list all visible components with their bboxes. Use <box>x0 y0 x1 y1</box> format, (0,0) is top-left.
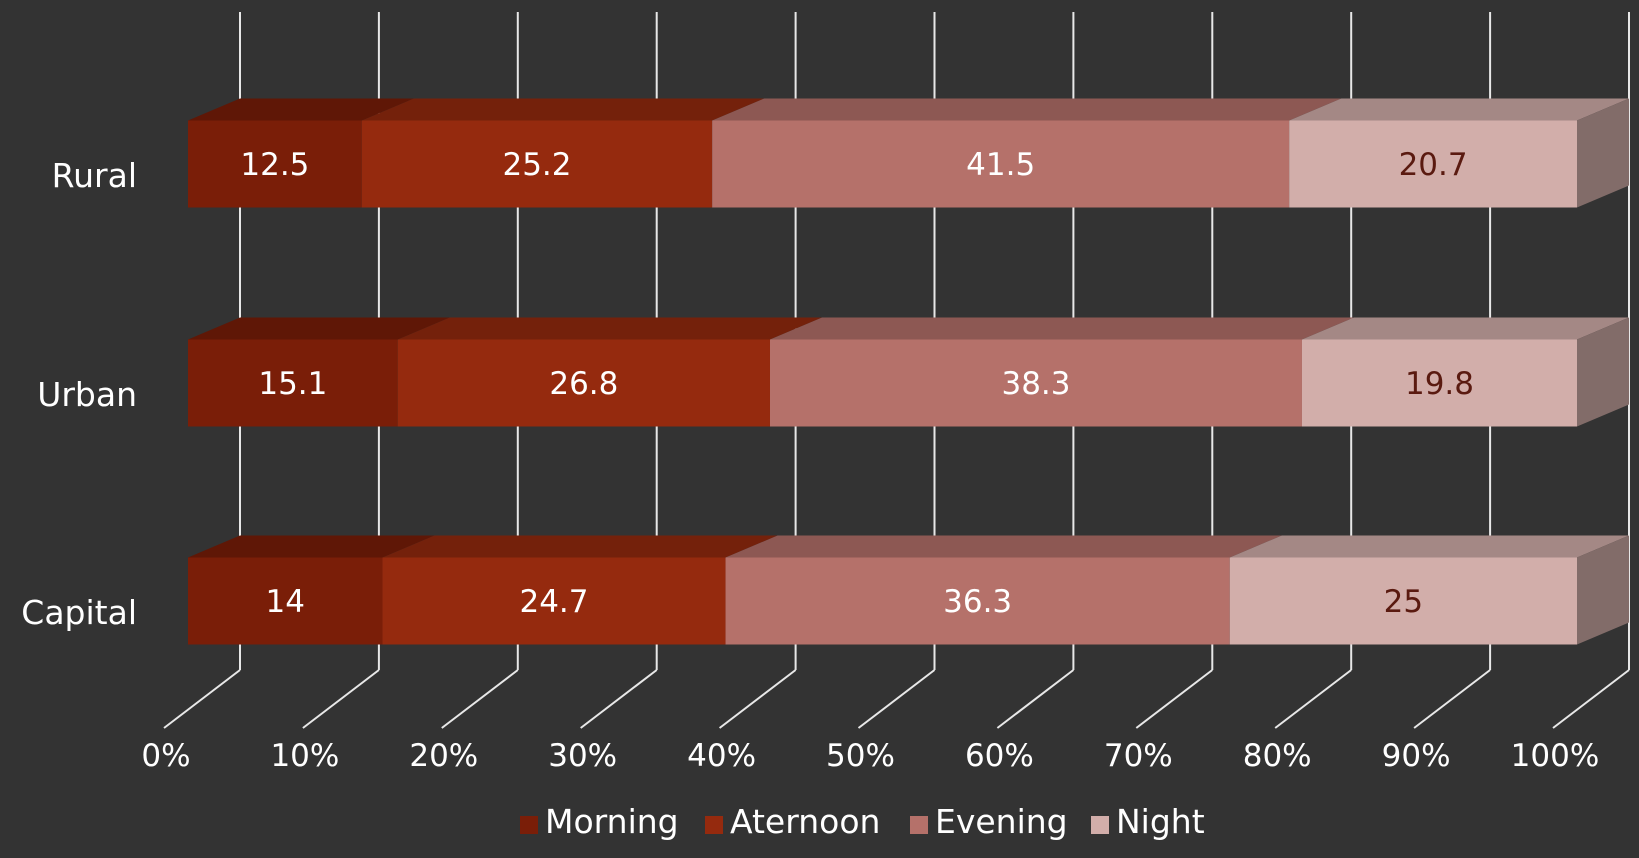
x-tick-label: 80% <box>1243 738 1312 774</box>
legend-swatch-morning <box>520 816 538 834</box>
legend-label: Aternoon <box>730 802 880 841</box>
bar-top-aternoon <box>361 98 765 121</box>
x-tick-label: 60% <box>965 738 1034 774</box>
floor-gridline <box>580 669 658 729</box>
bar-top-morning <box>188 535 435 558</box>
legend-swatch-aternoon <box>705 816 723 834</box>
floor-gridline <box>441 669 519 729</box>
data-label: 26.8 <box>549 366 618 402</box>
bar-capital-aternoon[interactable] <box>382 557 726 645</box>
data-label: 15.1 <box>258 366 327 402</box>
x-axis-tick-labels: 0% 10% 20% 30% 40% 50% 60% 70% 80% 90% 100% <box>141 738 1599 774</box>
legend-label: Night <box>1116 802 1205 841</box>
floor-gridline <box>1552 669 1630 729</box>
x-tick-label: 20% <box>409 738 478 774</box>
floor-gridline <box>718 669 797 729</box>
data-label: 12.5 <box>240 147 309 183</box>
bar-side <box>1577 317 1629 427</box>
bar-group-capital: 14 24.7 36.3 25 Capital <box>21 535 1629 645</box>
x-tick-label: 50% <box>826 738 895 774</box>
bar-top-morning <box>188 317 450 340</box>
x-tick-label: 30% <box>548 738 617 774</box>
legend: Morning Aternoon Evening Night <box>520 802 1205 841</box>
bar-top-aternoon <box>397 317 822 340</box>
x-tick-label: 40% <box>687 738 756 774</box>
bar-top-evening <box>725 535 1282 558</box>
y-category-label: Capital <box>21 593 137 632</box>
floor-gridline <box>163 669 241 729</box>
bar-top-evening <box>712 98 1342 121</box>
x-tick-label: 100% <box>1511 738 1600 774</box>
bar-capital-night[interactable] <box>1229 557 1577 645</box>
bar-top-morning <box>188 98 414 121</box>
x-tick-label: 10% <box>270 738 339 774</box>
bar-urban-night[interactable] <box>1301 339 1577 427</box>
floor-gridline <box>1413 669 1491 729</box>
bar-rural-night[interactable] <box>1289 120 1577 208</box>
bar-group-rural: 12.5 25.2 41.5 20.7 Rural <box>52 98 1629 208</box>
floor-gridline <box>1274 669 1352 729</box>
legend-swatch-night <box>1091 816 1109 834</box>
bar-top-night <box>1229 535 1629 558</box>
bar-top-evening <box>769 317 1354 340</box>
bar-rural-morning[interactable] <box>188 120 362 208</box>
x-tick-label: 70% <box>1104 738 1173 774</box>
data-label: 38.3 <box>1001 366 1070 402</box>
data-label: 25 <box>1384 584 1423 620</box>
bar-rural-aternoon[interactable] <box>361 120 713 208</box>
bar-capital-evening[interactable] <box>725 557 1230 645</box>
data-label: 14 <box>266 584 305 620</box>
legend-label: Morning <box>545 802 679 841</box>
bar-rural-evening[interactable] <box>712 120 1290 208</box>
bar-top-night <box>1301 317 1629 340</box>
bar-capital-morning[interactable] <box>188 557 383 645</box>
bar-side <box>1577 98 1629 208</box>
bar-urban-evening[interactable] <box>769 339 1302 427</box>
y-category-label: Urban <box>37 375 137 414</box>
bar-group-urban: 15.1 26.8 38.3 19.8 Urban <box>37 317 1629 427</box>
data-label: 41.5 <box>966 147 1035 183</box>
data-label: 24.7 <box>519 584 588 620</box>
data-label: 20.7 <box>1399 147 1468 183</box>
bar-top-aternoon <box>382 535 778 558</box>
bar-side <box>1577 535 1629 645</box>
floor-gridline <box>996 669 1075 729</box>
data-label: 25.2 <box>502 147 571 183</box>
floor-gridline <box>1135 669 1213 729</box>
bar-top-night <box>1289 98 1629 121</box>
legend-label: Evening <box>935 802 1068 841</box>
floor-gridline <box>302 669 380 729</box>
x-tick-label: 0% <box>141 738 190 774</box>
legend-swatch-evening <box>910 816 928 834</box>
floor-gridline <box>857 669 936 729</box>
bar-urban-aternoon[interactable] <box>397 339 770 427</box>
bar-urban-morning[interactable] <box>188 339 398 427</box>
data-label: 19.8 <box>1405 366 1474 402</box>
x-tick-label: 90% <box>1382 738 1451 774</box>
y-category-label: Rural <box>52 156 137 195</box>
data-label: 36.3 <box>943 584 1012 620</box>
